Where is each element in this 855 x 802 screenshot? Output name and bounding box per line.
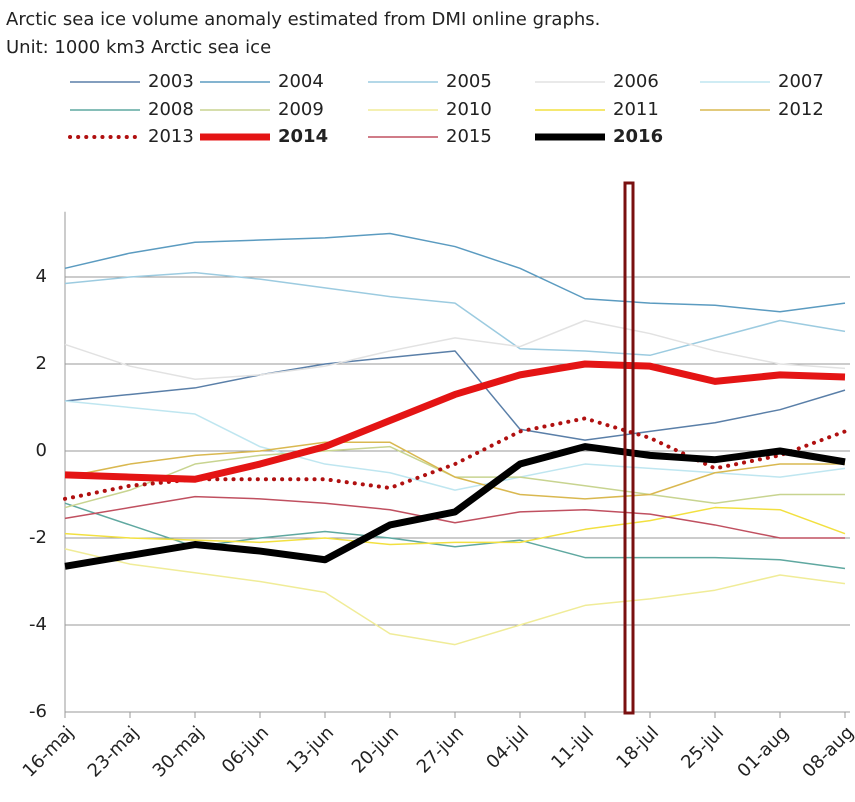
legend-label: 2008 xyxy=(148,99,194,120)
x-tick-label: 08-aug xyxy=(798,722,855,782)
series-line xyxy=(64,360,846,483)
series-line xyxy=(64,319,846,380)
legend-label: 2016 xyxy=(613,126,663,147)
x-tick-label: 01-aug xyxy=(733,722,793,782)
series-line xyxy=(64,506,846,546)
y-tick-label: 0 xyxy=(36,440,47,461)
x-tick-label: 11-jul xyxy=(547,722,598,773)
legend-label: 2009 xyxy=(278,99,324,120)
y-tick-label: -4 xyxy=(29,614,47,635)
x-tick-label: 18-jul xyxy=(612,722,663,773)
x-tick-label: 23-maj xyxy=(84,722,143,781)
chart-subtitle: Unit: 1000 km3 Arctic sea ice xyxy=(6,37,271,58)
series-line xyxy=(64,443,846,570)
legend-label: 2004 xyxy=(278,71,324,92)
legend-label: 2015 xyxy=(446,126,492,147)
x-tick-label: 16-maj xyxy=(19,722,78,781)
y-tick-label: -6 xyxy=(29,701,47,722)
chart-title: Arctic sea ice volume anomaly estimated … xyxy=(6,9,600,30)
x-tick-label: 13-jun xyxy=(283,722,338,777)
legend-label: 2007 xyxy=(778,71,824,92)
legend-label: 2005 xyxy=(446,71,492,92)
legend-label: 2003 xyxy=(148,71,194,92)
series-line xyxy=(64,441,845,500)
y-tick-label: -2 xyxy=(29,527,47,548)
x-tick-label: 25-jul xyxy=(677,722,728,773)
series-line xyxy=(64,548,846,646)
y-tick-label: 4 xyxy=(36,266,47,287)
legend-label: 2013 xyxy=(148,126,194,147)
series-line xyxy=(64,350,846,441)
legend-label: 2010 xyxy=(446,99,492,120)
legend-label: 2014 xyxy=(278,126,328,147)
legend-label: 2012 xyxy=(778,99,824,120)
highlight-marker xyxy=(623,181,635,715)
x-tick-label: 04-jul xyxy=(482,722,533,773)
series-line xyxy=(64,232,846,313)
x-tick-label: 27-jun xyxy=(413,722,468,777)
y-tick-label: 2 xyxy=(36,353,47,374)
x-tick-label: 30-maj xyxy=(149,722,208,781)
x-tick-label: 20-jun xyxy=(348,722,403,777)
legend-label: 2011 xyxy=(613,99,659,120)
series-line xyxy=(64,271,846,357)
plot-lines xyxy=(63,232,847,646)
x-tick-label: 06-jun xyxy=(218,722,273,777)
legend-label: 2006 xyxy=(613,71,659,92)
series-line xyxy=(64,495,845,539)
